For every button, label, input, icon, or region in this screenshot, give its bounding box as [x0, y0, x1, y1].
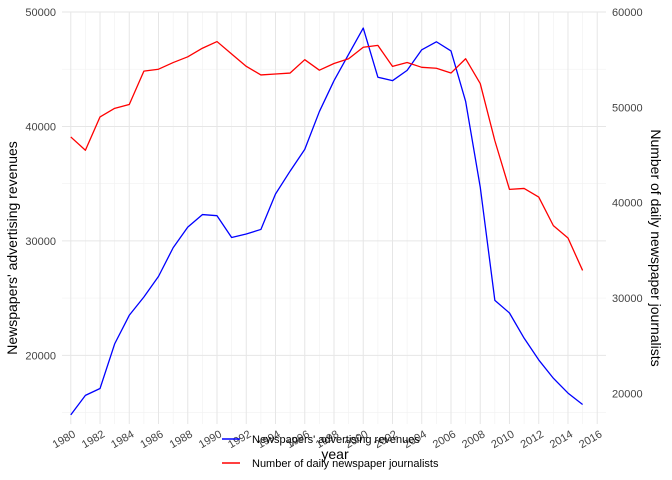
legend-label-journalists: Number of daily newspaper journalists: [252, 458, 439, 470]
left-axis-title: Newspapers' advertising revenues: [4, 141, 20, 355]
x-tick-label: 2016: [577, 428, 604, 451]
left-tick-label: 20000: [25, 350, 56, 362]
grid-lines: [62, 11, 606, 424]
left-tick-label: 30000: [25, 236, 56, 248]
x-tick-label: 2012: [519, 428, 546, 451]
right-axis-ticks: 20000 30000 40000 50000 60000: [612, 7, 643, 400]
x-tick-label: 1984: [109, 428, 136, 451]
x-tick-label: 1986: [138, 428, 165, 451]
left-tick-label: 50000: [25, 7, 56, 19]
revenues-line: [70, 27, 584, 416]
x-tick-label: 1992: [226, 428, 253, 451]
x-tick-label: 2014: [548, 428, 575, 451]
right-tick-label: 50000: [612, 102, 643, 114]
x-tick-label: 1980: [51, 428, 78, 451]
right-tick-label: 30000: [612, 293, 643, 305]
x-tick-label: 1988: [168, 428, 195, 451]
x-tick-label: 1982: [80, 428, 107, 451]
journalists-line: [70, 40, 584, 271]
legend: Newspapers' advertising revenues Number …: [222, 434, 439, 470]
right-tick-label: 40000: [612, 198, 643, 210]
x-tick-label: 2006: [431, 428, 458, 451]
x-tick-label: 2008: [460, 428, 487, 451]
x-tick-label: 1990: [197, 428, 224, 451]
right-axis-title: Number of daily newspaper journalists: [648, 129, 664, 366]
legend-label-revenues: Newspapers' advertising revenues: [252, 434, 420, 446]
series-lines: [70, 27, 584, 416]
x-axis-title: year: [321, 446, 349, 462]
x-tick-label: 2010: [489, 428, 516, 451]
right-tick-label: 20000: [612, 388, 643, 400]
left-axis-ticks: 20000 30000 40000 50000: [25, 7, 56, 362]
right-tick-label: 60000: [612, 7, 643, 19]
left-tick-label: 40000: [25, 121, 56, 133]
